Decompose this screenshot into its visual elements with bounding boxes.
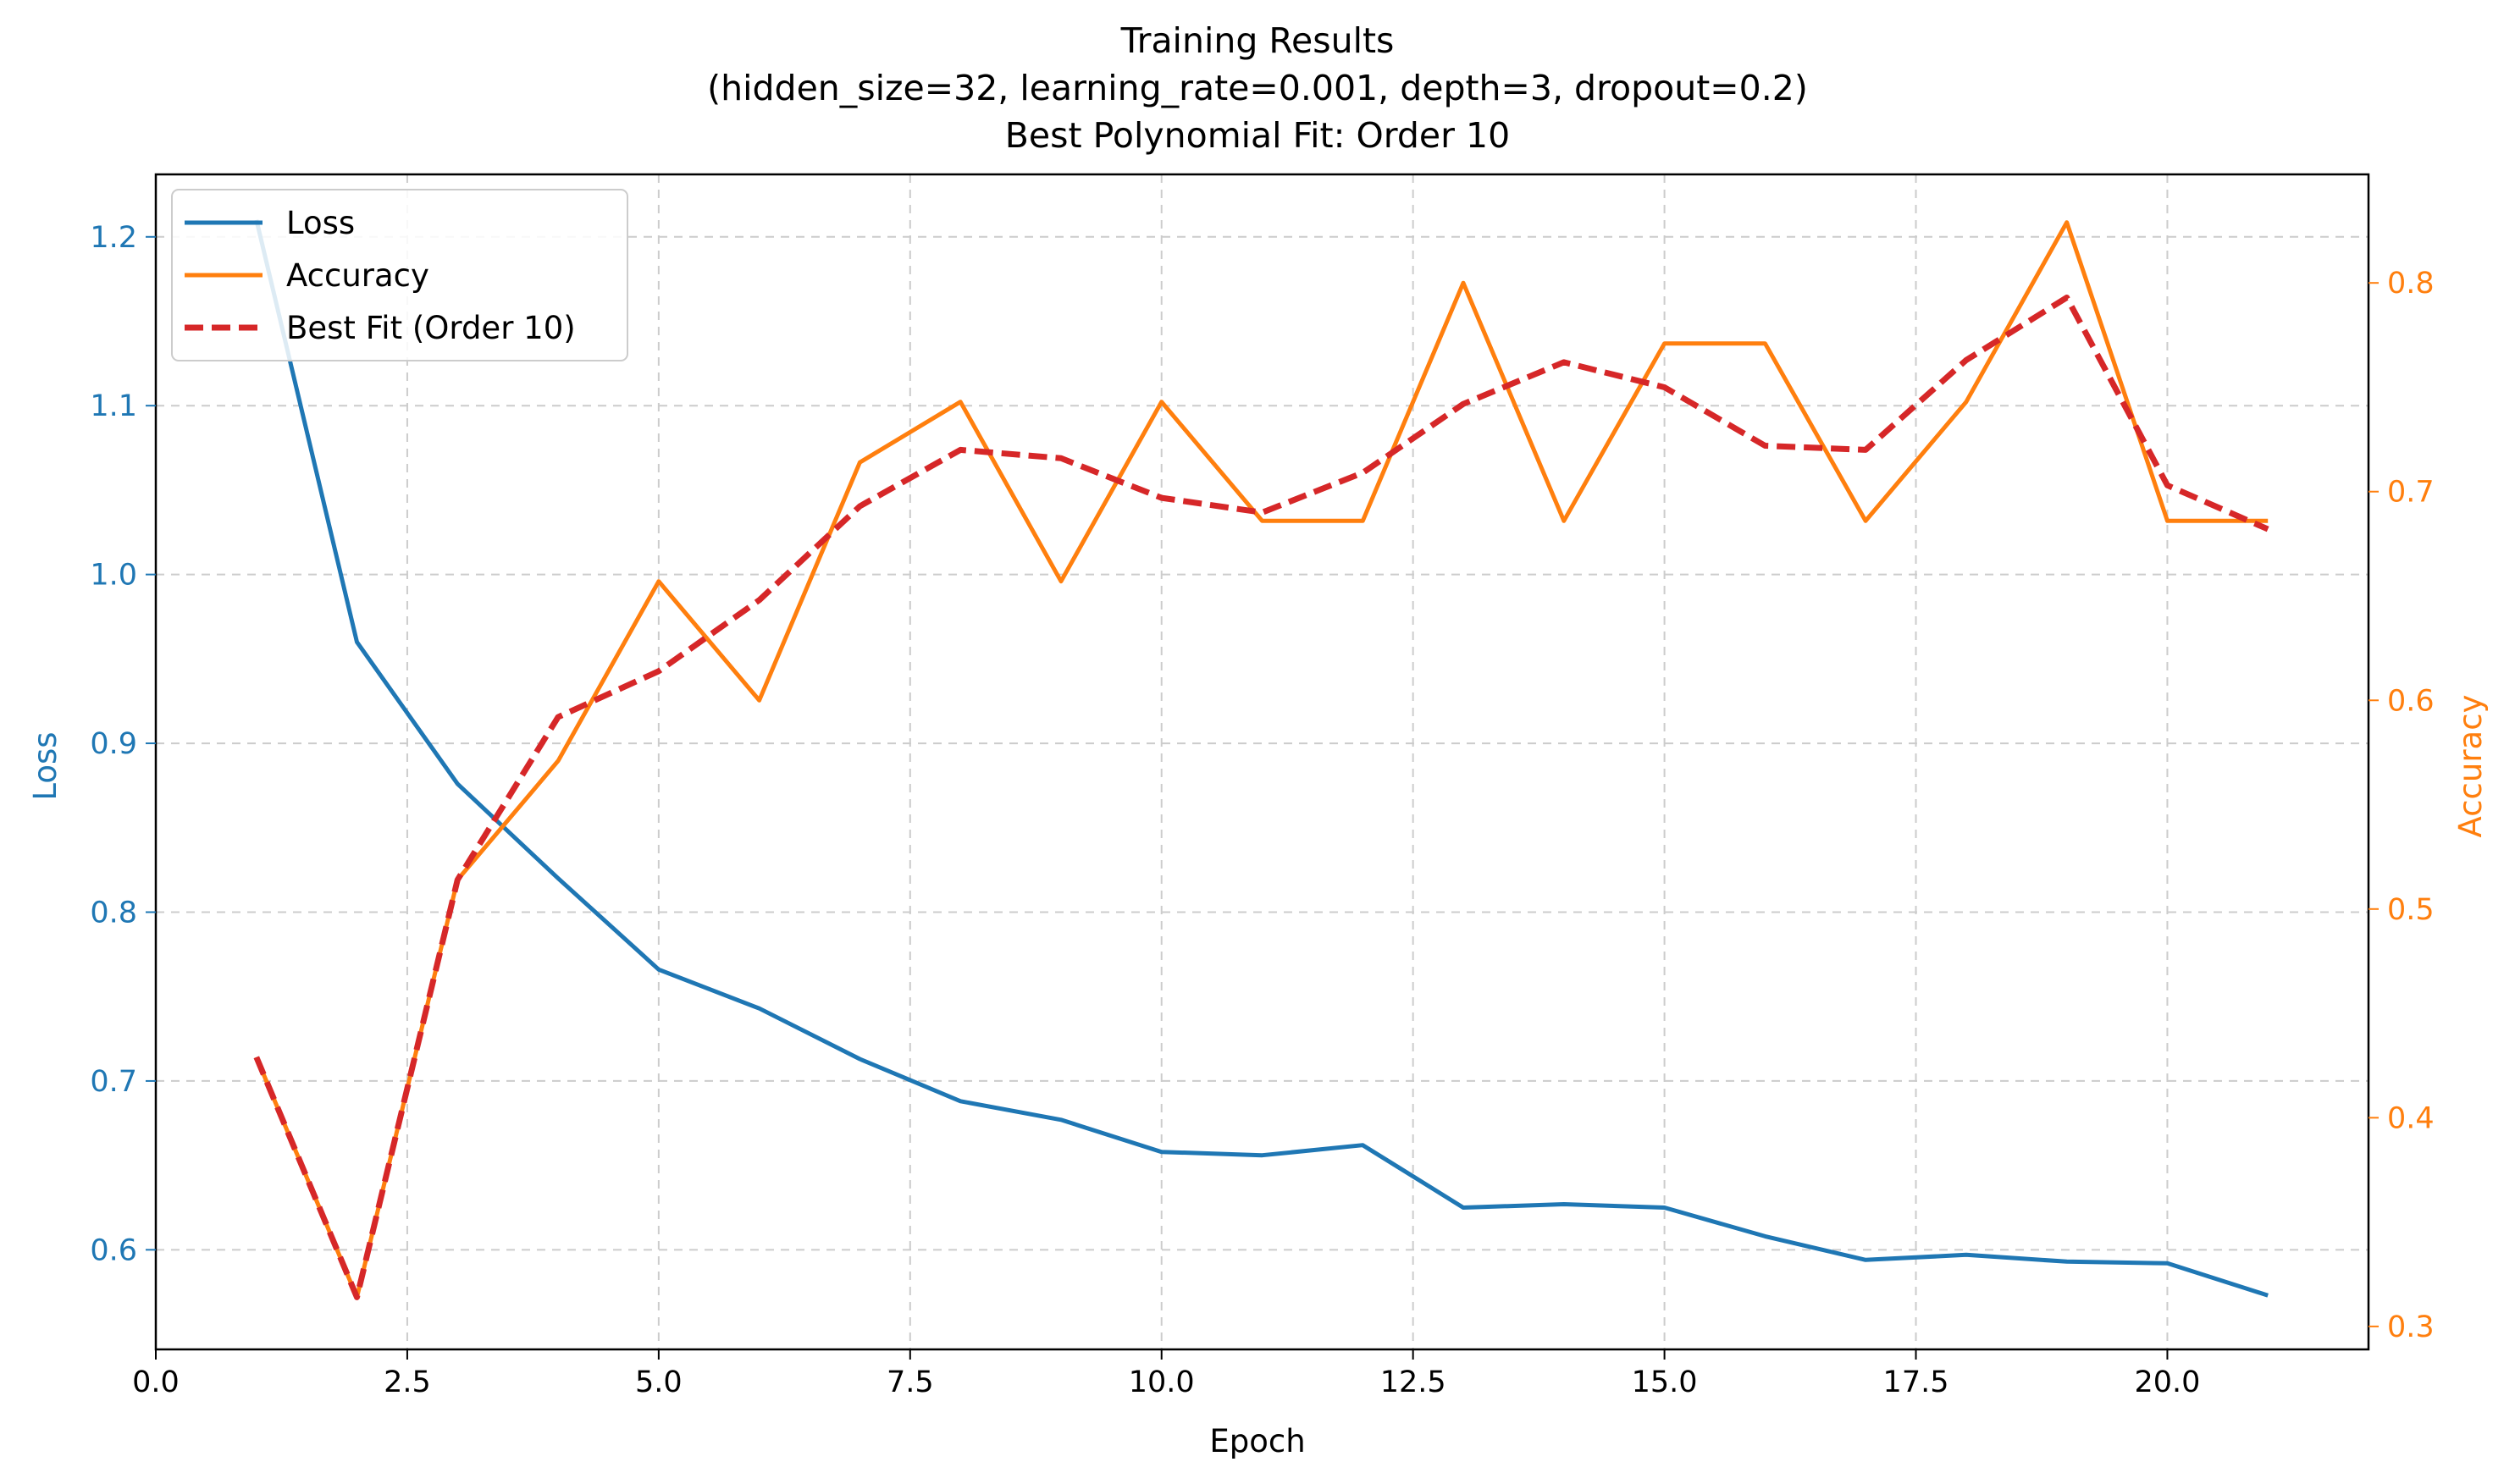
chart-subtitle-line-2: Best Polynomial Fit: Order 10 xyxy=(1005,115,1510,156)
right-tick-label: 0.6 xyxy=(2387,684,2435,718)
plot-frame xyxy=(154,173,2370,1351)
x-tick-label: 7.5 xyxy=(887,1365,934,1399)
x-tick-label: 12.5 xyxy=(1380,1365,1446,1399)
accuracy-line xyxy=(254,220,2269,1299)
x-tick-label: 0.0 xyxy=(132,1365,180,1399)
x-tick-label: 20.0 xyxy=(2134,1365,2200,1399)
x-tick-label: 15.0 xyxy=(1632,1365,1698,1399)
left-tick-label: 0.7 xyxy=(90,1065,137,1099)
right-tick-label: 0.5 xyxy=(2387,893,2435,927)
best-fit-line xyxy=(253,295,2269,1300)
chart-title: Training Results xyxy=(1120,20,1395,61)
x-axis-label: Epoch xyxy=(1209,1423,1305,1459)
x-tick-label: 17.5 xyxy=(1883,1365,1949,1399)
left-tick-label: 1.2 xyxy=(90,221,137,255)
left-axis-label: Loss xyxy=(27,731,64,800)
legend-frame xyxy=(171,189,628,361)
legend: Loss Accuracy Best Fit (Order 10) xyxy=(171,189,628,361)
right-tick-label: 0.8 xyxy=(2387,267,2435,301)
right-axis-ticks: 0.3 0.4 0.5 0.6 0.7 0.8 xyxy=(2369,267,2435,1344)
loss-line xyxy=(254,219,2269,1298)
left-tick-label: 1.1 xyxy=(90,389,137,423)
series-layer xyxy=(253,219,2269,1300)
right-tick-label: 0.3 xyxy=(2387,1310,2435,1344)
left-tick-label: 0.6 xyxy=(90,1233,137,1267)
left-tick-label: 1.0 xyxy=(90,559,137,593)
legend-best-fit-label: Best Fit (Order 10) xyxy=(286,310,576,346)
chart-subtitle-line-1: (hidden_size=32, learning_rate=0.001, de… xyxy=(707,68,1808,108)
legend-loss-label: Loss xyxy=(286,205,355,241)
left-tick-label: 0.9 xyxy=(90,727,137,761)
x-tick-label: 10.0 xyxy=(1129,1365,1195,1399)
right-tick-label: 0.7 xyxy=(2387,476,2435,510)
x-axis-ticks: 0.0 2.5 5.0 7.5 10.0 12.5 15.0 17.5 20.0 xyxy=(132,1349,2200,1399)
x-tick-label: 2.5 xyxy=(384,1365,431,1399)
right-tick-label: 0.4 xyxy=(2387,1101,2435,1135)
right-axis-label: Accuracy xyxy=(2452,695,2489,838)
left-axis-ticks: 0.6 0.7 0.8 0.9 1.0 1.1 1.2 xyxy=(90,221,156,1267)
legend-accuracy-label: Accuracy xyxy=(286,257,429,294)
left-tick-label: 0.8 xyxy=(90,896,137,930)
x-tick-label: 5.0 xyxy=(635,1365,683,1399)
